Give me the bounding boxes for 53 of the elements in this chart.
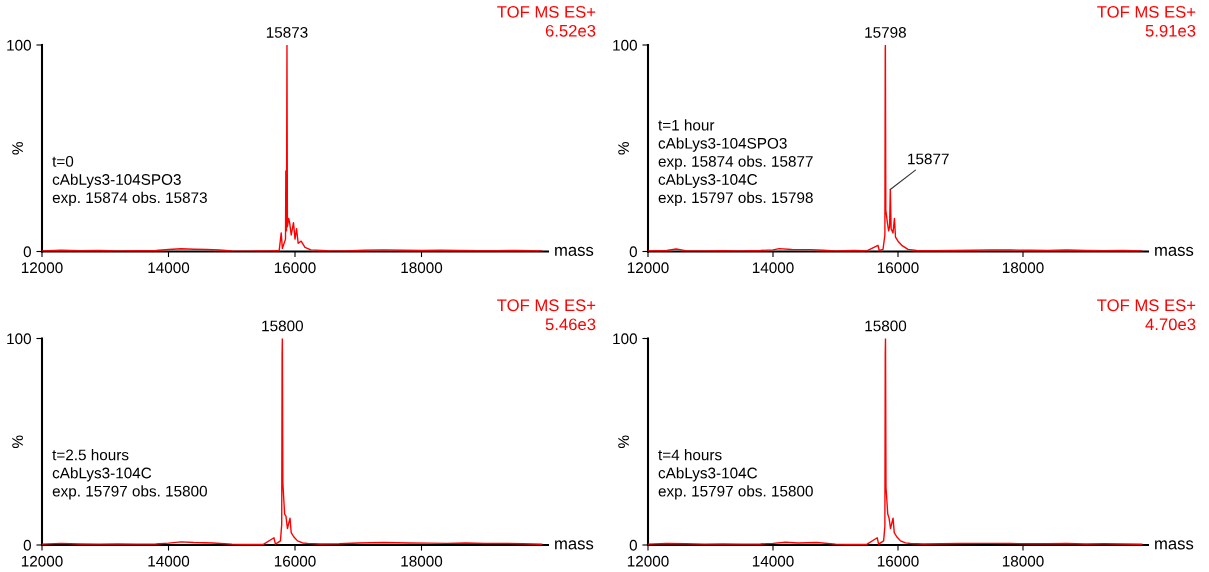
x-tick-label: 18000: [1002, 555, 1044, 567]
x-tick-label: 12000: [627, 555, 669, 567]
y-tick-label: 100: [613, 39, 637, 51]
x-tick-label: 12000: [21, 262, 63, 274]
chart-title: TOF MS ES+: [1097, 5, 1196, 18]
y-axis-title: %: [12, 142, 23, 155]
y-tick-label: 0: [629, 539, 637, 551]
annotation: t=0 cAbLys3-104SPO3 exp. 15874 obs. 15873: [52, 156, 207, 207]
y-axis-title: %: [618, 435, 629, 448]
x-tick-label: 16000: [274, 262, 316, 274]
chart-title: TOF MS ES+: [497, 299, 596, 312]
annotation: t=1 hour cAbLys3-104SPO3 exp. 15874 obs. 15877 cAbLys3-104C exp. 15797 obs. 15798: [658, 119, 813, 207]
y-tick-label: 100: [7, 39, 31, 51]
y-axis-title: %: [12, 435, 23, 448]
y-tick-label: 0: [629, 246, 637, 258]
x-tick-label: 18000: [401, 262, 443, 274]
chart-title: TOF MS ES+: [497, 5, 596, 18]
y-axis-title: %: [618, 142, 629, 155]
annotation: 15800: [262, 320, 303, 332]
annotation: t=4 hours cAbLys3-104C exp. 15797 obs. 15800: [658, 449, 813, 500]
y-tick-label: 0: [23, 246, 31, 258]
x-axis-title: mass: [555, 246, 594, 256]
annotation: 15798: [865, 27, 906, 38]
x-tick-label: 14000: [752, 262, 794, 274]
y-tick-label: 100: [7, 333, 31, 345]
x-tick-label: 14000: [148, 262, 190, 274]
line-series: [42, 45, 543, 252]
x-tick-label: 18000: [1002, 262, 1044, 274]
chart-subtitle: 6.52e3: [545, 24, 596, 37]
x-tick-label: 12000: [627, 262, 669, 274]
chart-title: TOF MS ES+: [1097, 299, 1196, 312]
annotation: 15877: [908, 153, 949, 165]
x-tick-label: 18000: [401, 555, 443, 567]
x-tick-label: 16000: [877, 555, 919, 567]
line-series: [648, 45, 1143, 252]
chart-subtitle: 5.91e3: [1145, 24, 1196, 37]
y-tick-label: 100: [613, 333, 637, 345]
x-tick-label: 14000: [148, 555, 190, 567]
x-tick-label: 16000: [877, 262, 919, 274]
x-tick-label: 14000: [752, 555, 794, 567]
annotation: 15873: [266, 27, 308, 38]
line-series: [648, 338, 1143, 545]
annotation: 15800: [865, 320, 907, 332]
x-axis-title: mass: [1155, 246, 1194, 256]
chart-subtitle: 5.46e3: [545, 318, 596, 331]
y-tick-label: 0: [23, 539, 31, 551]
x-tick-label: 16000: [274, 555, 316, 567]
annotation: t=2.5 hours cAbLys3-104C exp. 15797 obs. 15800: [52, 449, 207, 500]
x-tick-label: 12000: [21, 555, 63, 567]
x-axis-title: mass: [555, 540, 594, 550]
x-axis-title: mass: [1155, 540, 1194, 550]
chart-subtitle: 4.70e3: [1145, 318, 1196, 331]
line-series: [42, 338, 543, 545]
